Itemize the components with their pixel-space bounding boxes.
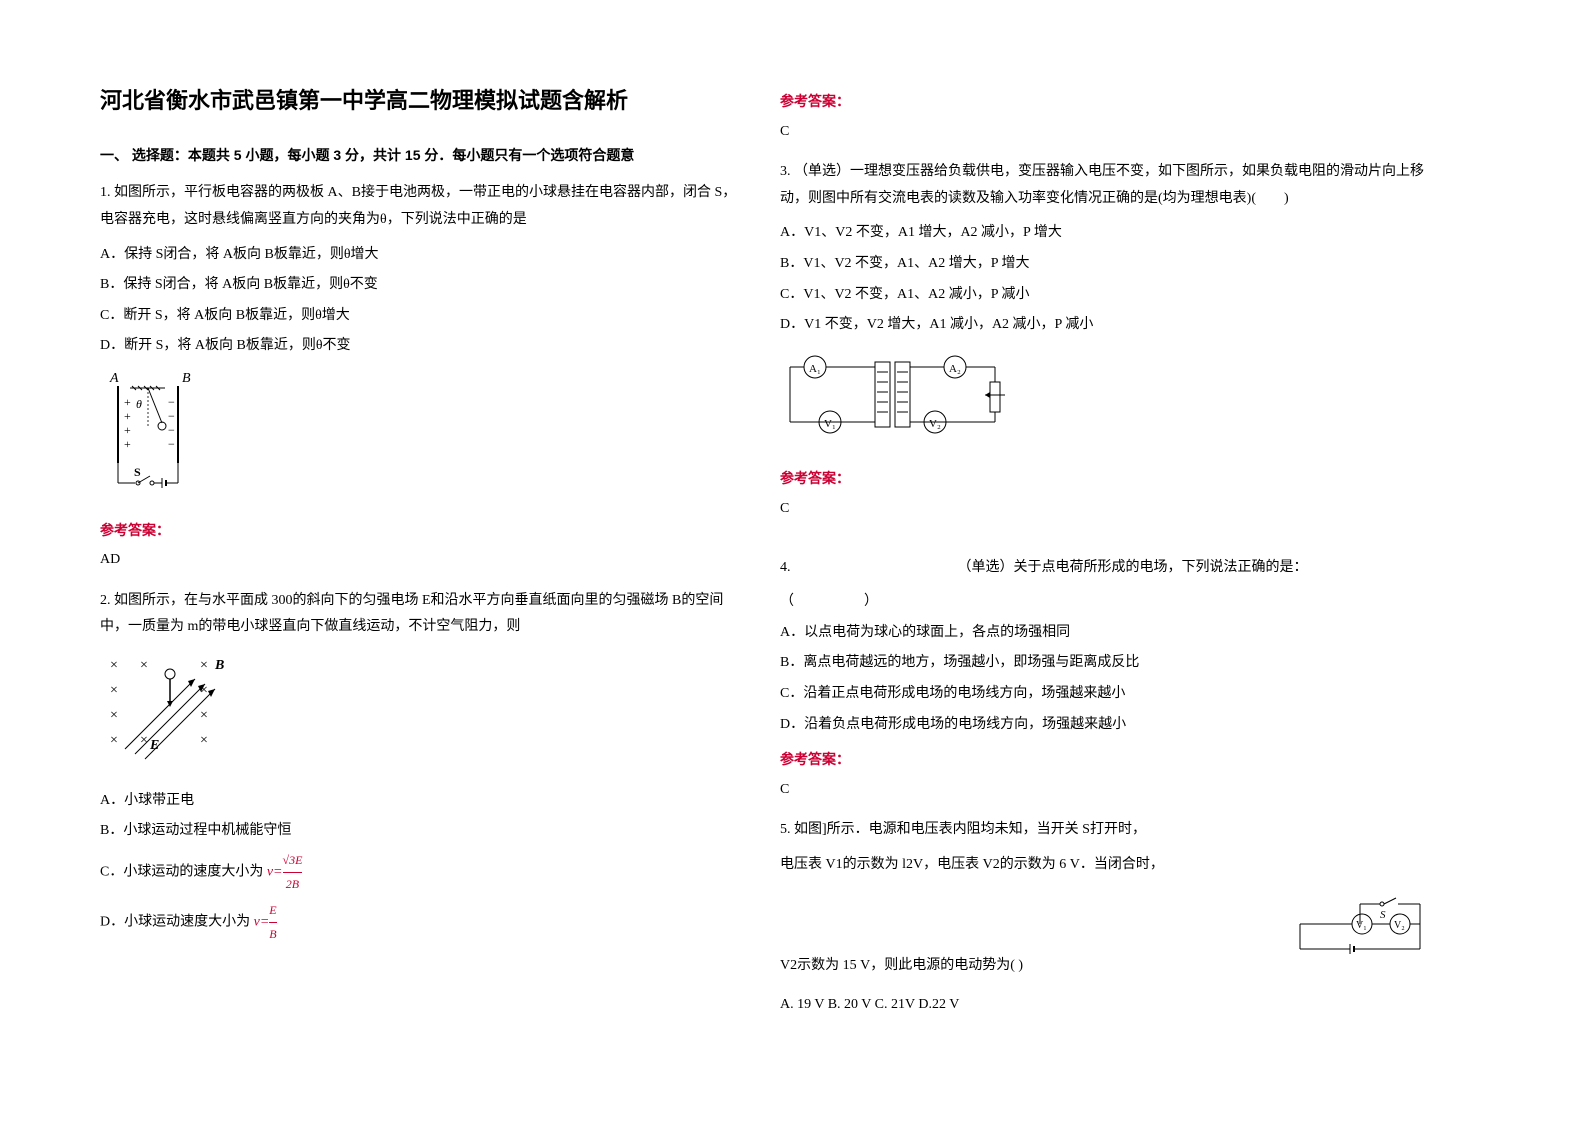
- q5-stem3: V2示数为 15 V，则此电源的电动势为( ): [780, 953, 1280, 980]
- q3-optC: C．V1、V2 不变，A1、A2 减小，P 减小: [780, 282, 1430, 309]
- svg-text:A₁: A₁: [809, 363, 821, 375]
- transformer-diagram: A₁ V₁ A₂ V₂: [780, 347, 1010, 447]
- svg-text:V₂: V₂: [929, 418, 941, 430]
- svg-text:+: +: [124, 423, 131, 437]
- svg-text:×: ×: [110, 708, 118, 723]
- q3-stem: 3. （单选）一理想变压器给负载供电，变压器输入电压不变，如下图所示，如果负载电…: [780, 159, 1430, 212]
- q4-mid: （单选）关于点电荷所形成的电场，下列说法正确的是：: [958, 560, 1308, 575]
- q4-optC: C．沿着正点电荷形成电场的电场线方向，场强越来越小: [780, 681, 1430, 708]
- svg-text:−: −: [168, 423, 175, 437]
- q4-prefix: 4.: [780, 560, 794, 575]
- q1-figure: A B θ + − + − + − + − S: [100, 368, 750, 509]
- svg-text:×: ×: [200, 733, 208, 748]
- q2-optD: D．小球运动速度大小为 v=EB: [100, 899, 750, 946]
- svg-text:θ: θ: [136, 397, 142, 411]
- svg-text:−: −: [168, 437, 175, 451]
- q1-optB: B．保持 S闭合，将 A板向 B板靠近，则θ不变: [100, 272, 750, 299]
- svg-text:−: −: [168, 409, 175, 423]
- field-diagram: ××× ×× ×× ××× B E: [100, 649, 250, 769]
- q5-options: A. 19 V B. 20 V C. 21V D.22 V: [780, 992, 1430, 1019]
- q2-optC: C．小球运动的速度大小为 v=√3E2B: [100, 849, 750, 896]
- q2-optD-frac: EB: [269, 899, 276, 946]
- svg-text:×: ×: [110, 683, 118, 698]
- q2-optD-formula: v=: [254, 915, 270, 930]
- svg-text:E: E: [149, 738, 159, 753]
- q5-stem2: 电压表 V1的示数为 l2V，电压表 V2的示数为 6 V．当闭合时，: [780, 852, 1430, 879]
- svg-text:×: ×: [200, 708, 208, 723]
- capacitor-diagram: A B θ + − + − + − + − S: [100, 368, 210, 498]
- q2-optD-prefix: D．小球运动速度大小为: [100, 915, 250, 930]
- svg-text:×: ×: [140, 658, 148, 673]
- q2-stem: 2. 如图所示，在与水平面成 300的斜向下的匀强电场 E和沿水平方向垂直纸面向…: [100, 588, 750, 641]
- svg-text:V₂: V₂: [1394, 920, 1405, 931]
- page-title: 河北省衡水市武邑镇第一中学高二物理模拟试题含解析: [100, 80, 750, 122]
- q5-stem1: 5. 如图]所示．电源和电压表内阻均未知，当开关 S打开时，: [780, 817, 1430, 844]
- svg-text:A: A: [109, 371, 119, 386]
- q2-figure: ××× ×× ×× ××× B E: [100, 649, 750, 780]
- right-column: 参考答案： C 3. （单选）一理想变压器给负载供电，变压器输入电压不变，如下图…: [780, 80, 1460, 1042]
- q1-optC: C．断开 S，将 A板向 B板靠近，则θ增大: [100, 303, 750, 330]
- svg-text:×: ×: [110, 658, 118, 673]
- q1-optA: A．保持 S闭合，将 A板向 B板靠近，则θ增大: [100, 242, 750, 269]
- q3-optA: A．V1、V2 不变，A1 增大，A2 减小，P 增大: [780, 220, 1430, 247]
- q4-paren: （ ）: [780, 589, 1430, 616]
- q2-optC-frac: √3E2B: [283, 849, 303, 896]
- svg-text:×: ×: [200, 658, 208, 673]
- q1-stem: 1. 如图所示，平行板电容器的两极板 A、B接于电池两极，一带正电的小球悬挂在电…: [100, 180, 750, 233]
- q1-optD: D．断开 S，将 A板向 B板靠近，则θ不变: [100, 333, 750, 360]
- q3-optB: B．V1、V2 不变，A1、A2 增大，P 增大: [780, 251, 1430, 278]
- q2-optC-prefix: C．小球运动的速度大小为: [100, 864, 263, 879]
- q2-optB: B．小球运动过程中机械能守恒: [100, 818, 750, 845]
- q3-optD: D．V1 不变，V2 增大，A1 减小，A2 减小，P 减小: [780, 312, 1430, 339]
- q3-answer-label: 参考答案：: [780, 465, 1430, 492]
- q2-optC-formula: v=: [267, 864, 283, 879]
- q2-answer-label: 参考答案：: [780, 88, 1430, 115]
- svg-text:+: +: [124, 395, 131, 409]
- q3-answer: C: [780, 496, 1430, 523]
- spacer: [780, 537, 1430, 555]
- q3-figure: A₁ V₁ A₂ V₂: [780, 347, 1430, 458]
- left-column: 河北省衡水市武邑镇第一中学高二物理模拟试题含解析 一、 选择题：本题共 5 小题…: [100, 80, 780, 1042]
- svg-text:×: ×: [110, 733, 118, 748]
- q4-optB: B．离点电荷越远的地方，场强越小，即场强与距离成反比: [780, 650, 1430, 677]
- q4-answer: C: [780, 777, 1430, 804]
- q4-answer-label: 参考答案：: [780, 746, 1430, 773]
- q5-figure: S V₁ V₂: [1280, 894, 1430, 980]
- svg-text:B: B: [182, 371, 191, 386]
- svg-text:+: +: [124, 409, 131, 423]
- svg-text:A₂: A₂: [949, 363, 961, 375]
- q5-text: V2示数为 15 V，则此电源的电动势为( ): [780, 923, 1280, 988]
- circuit-diagram: S V₁ V₂: [1280, 894, 1430, 969]
- q2-answer: C: [780, 119, 1430, 146]
- svg-text:V₁: V₁: [1356, 920, 1367, 931]
- svg-text:V₁: V₁: [824, 418, 836, 430]
- svg-text:B: B: [214, 658, 224, 673]
- q4-stem: 4. （单选）关于点电荷所形成的电场，下列说法正确的是：: [780, 555, 1430, 582]
- svg-text:+: +: [124, 437, 131, 451]
- q2-optA: A．小球带正电: [100, 788, 750, 815]
- q1-answer-label: 参考答案：: [100, 517, 750, 544]
- q4-optD: D．沿着负点电荷形成电场的电场线方向，场强越来越小: [780, 712, 1430, 739]
- svg-text:S: S: [1380, 909, 1386, 921]
- q5-row: V2示数为 15 V，则此电源的电动势为( ) S V₁ V₂: [780, 886, 1430, 988]
- section-header: 一、 选择题：本题共 5 小题，每小题 3 分，共计 15 分．每小题只有一个选…: [100, 142, 750, 169]
- svg-text:−: −: [168, 395, 175, 409]
- svg-text:S: S: [134, 465, 141, 479]
- q1-answer: AD: [100, 547, 750, 574]
- q4-optA: A．以点电荷为球心的球面上，各点的场强相同: [780, 620, 1430, 647]
